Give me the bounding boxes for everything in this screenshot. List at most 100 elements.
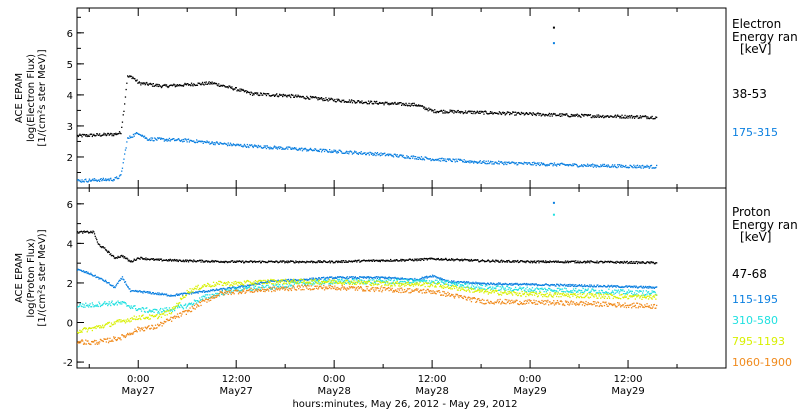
data-point xyxy=(398,283,401,285)
data-point xyxy=(427,258,429,260)
data-point xyxy=(234,88,236,90)
data-point xyxy=(362,153,364,155)
data-point xyxy=(314,280,316,283)
data-point xyxy=(96,304,99,306)
data-point xyxy=(182,295,184,297)
data-point xyxy=(656,164,658,167)
data-point xyxy=(459,259,462,261)
data-point xyxy=(577,115,579,118)
data-point xyxy=(465,259,467,261)
data-point xyxy=(511,113,513,115)
data-point xyxy=(476,161,478,163)
data-point xyxy=(387,278,390,281)
data-point xyxy=(180,140,182,142)
data-point xyxy=(653,262,655,264)
data-point xyxy=(97,243,99,245)
data-point xyxy=(618,297,620,299)
data-point xyxy=(534,289,536,291)
data-point xyxy=(337,98,340,100)
data-point xyxy=(587,285,589,288)
data-point xyxy=(204,285,207,287)
data-point xyxy=(437,281,439,283)
data-point xyxy=(523,260,525,263)
data-point xyxy=(135,133,137,135)
data-point xyxy=(242,146,244,148)
data-point xyxy=(105,179,107,182)
data-point xyxy=(163,309,165,312)
data-point xyxy=(633,292,636,294)
data-point xyxy=(422,157,424,159)
data-point xyxy=(350,280,352,282)
data-point xyxy=(127,320,129,322)
data-point xyxy=(273,284,275,287)
data-point xyxy=(504,290,506,292)
data-point xyxy=(96,326,99,328)
data-point xyxy=(535,283,537,285)
data-point xyxy=(524,291,526,293)
data-point xyxy=(495,162,498,164)
data-point xyxy=(166,314,168,316)
data-point xyxy=(240,290,242,292)
data-point xyxy=(640,167,642,169)
data-point xyxy=(155,138,157,141)
data-point xyxy=(216,84,218,86)
data-point xyxy=(538,292,540,295)
data-point xyxy=(356,100,359,102)
data-point xyxy=(525,292,528,294)
data-point xyxy=(327,151,329,153)
data-point xyxy=(182,294,184,296)
data-point xyxy=(606,164,608,166)
data-point xyxy=(522,163,524,165)
data-point xyxy=(491,260,493,262)
data-point xyxy=(408,279,410,281)
data-point xyxy=(287,146,290,148)
data-point xyxy=(362,281,365,284)
data-point xyxy=(489,112,491,114)
data-point xyxy=(531,262,534,264)
data-point xyxy=(487,160,489,162)
data-point xyxy=(208,141,210,143)
data-point xyxy=(377,283,379,285)
data-point xyxy=(416,105,418,107)
data-point xyxy=(173,316,175,318)
data-point xyxy=(210,143,212,145)
data-point xyxy=(577,284,579,287)
data-point xyxy=(467,260,470,262)
data-point xyxy=(442,279,445,281)
data-point xyxy=(297,279,299,281)
data-point xyxy=(514,260,517,262)
data-point xyxy=(201,291,203,293)
data-point xyxy=(575,260,577,262)
data-point xyxy=(437,111,439,114)
data-point xyxy=(179,293,181,295)
data-point xyxy=(337,279,339,281)
data-point xyxy=(531,283,534,285)
data-point xyxy=(432,258,434,260)
data-point xyxy=(102,134,104,136)
data-point xyxy=(276,261,279,263)
data-point xyxy=(572,283,574,286)
data-point xyxy=(311,149,313,151)
data-point xyxy=(188,84,190,86)
data-point xyxy=(199,290,201,292)
data-point xyxy=(643,165,645,168)
data-point xyxy=(211,259,213,262)
data-point xyxy=(645,286,647,288)
data-point xyxy=(149,82,151,85)
data-point xyxy=(195,84,197,86)
data-point xyxy=(289,284,291,286)
data-point xyxy=(123,279,125,281)
data-point xyxy=(651,298,653,300)
data-point xyxy=(510,113,512,115)
data-point xyxy=(488,260,490,262)
data-point xyxy=(468,259,470,261)
data-point xyxy=(602,262,604,264)
data-point xyxy=(426,282,428,284)
data-point xyxy=(383,280,385,282)
data-point xyxy=(288,94,290,96)
data-point xyxy=(79,342,82,344)
data-point xyxy=(85,178,87,180)
data-point xyxy=(515,162,517,164)
data-point xyxy=(248,144,251,146)
data-point xyxy=(220,281,222,283)
